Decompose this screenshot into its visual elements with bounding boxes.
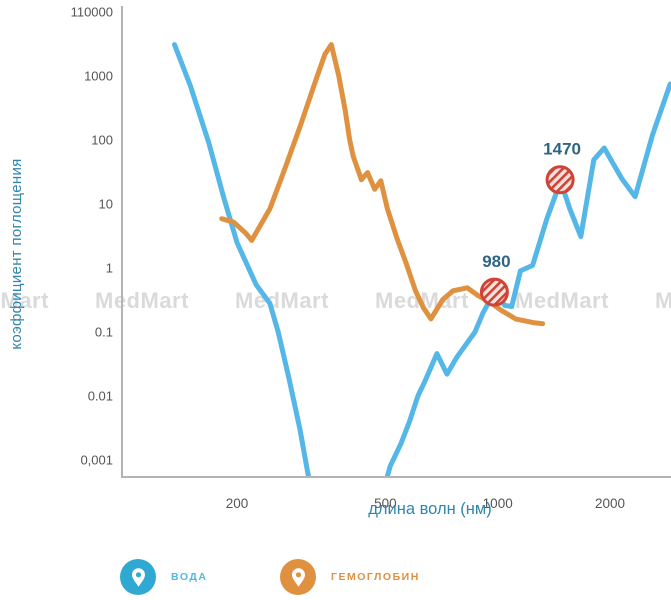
- y-tick-label: 0,001: [80, 453, 113, 468]
- x-tick-label: 1000: [483, 496, 513, 511]
- y-tick-label: 100: [91, 133, 113, 148]
- y-tick-label: 0.1: [95, 325, 113, 340]
- y-tick-label: 110000: [71, 5, 113, 20]
- legend-item-water: ВОДА: [120, 556, 207, 598]
- watermark-text: MedMart: [515, 288, 609, 313]
- legend-label-hemoglobin: ГЕМОГЛОБИН: [331, 571, 420, 583]
- legend-item-hemoglobin: ГЕМОГЛОБИН: [280, 556, 420, 598]
- hemoglobin-pin-icon: [280, 559, 316, 595]
- watermark-text: MedMart: [0, 288, 49, 313]
- y-tick-label: 1: [106, 261, 113, 276]
- marker-label-980: 980: [482, 252, 510, 271]
- water-pin-icon: [120, 559, 156, 595]
- marker-circle-1470: [545, 165, 575, 195]
- hemoglobin-line: [219, 42, 546, 327]
- y-tick-label: 1000: [84, 69, 113, 84]
- marker-circle-980: [479, 277, 509, 307]
- y-axis-title: коэффициент поглощения: [8, 158, 25, 350]
- x-tick-label: 500: [374, 496, 397, 511]
- marker-label-1470: 1470: [543, 140, 581, 159]
- y-tick-label: 0.01: [88, 389, 113, 404]
- x-axis-title: длина волн (нм): [368, 500, 492, 518]
- x-tick-label: 2000: [595, 496, 625, 511]
- watermark-text: MedMart: [95, 288, 189, 313]
- watermark-text: MedMart: [235, 288, 329, 313]
- x-tick-label: 200: [226, 496, 249, 511]
- y-tick-label: 10: [99, 197, 113, 212]
- legend-label-water: ВОДА: [171, 571, 208, 583]
- watermark-text: MedMart: [655, 288, 671, 313]
- water-line: [172, 42, 671, 476]
